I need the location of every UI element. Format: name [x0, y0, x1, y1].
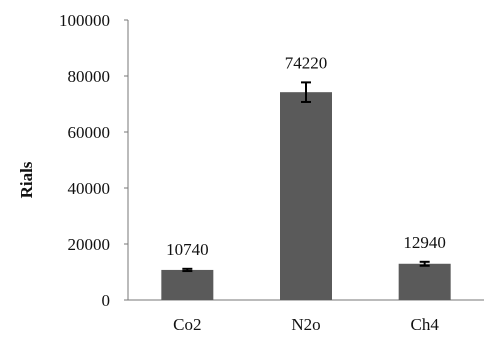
- y-tick-label: 100000: [59, 11, 110, 30]
- x-tick-label-n2o: N2o: [291, 315, 320, 334]
- data-label-co2: 10740: [166, 240, 209, 259]
- y-tick-label: 60000: [68, 123, 111, 142]
- y-tick-label: 40000: [68, 179, 111, 198]
- y-axis-label: Rials: [17, 161, 36, 198]
- y-axis-ticks: 0 20000 40000 60000 80000 100000: [59, 11, 128, 310]
- y-tick-label: 0: [102, 291, 111, 310]
- x-tick-label-ch4: Ch4: [410, 315, 439, 334]
- bar-n2o: [280, 92, 332, 301]
- bar-ch4: [398, 263, 451, 300]
- bars: [161, 92, 451, 301]
- y-tick-label: 20000: [68, 235, 111, 254]
- y-tick-label: 80000: [68, 67, 111, 86]
- x-tick-label-co2: Co2: [173, 315, 201, 334]
- data-label-n2o: 74220: [285, 53, 328, 72]
- data-label-ch4: 12940: [403, 233, 446, 252]
- error-bars: [182, 81, 430, 273]
- data-labels: 10740 74220 12940: [166, 53, 446, 258]
- x-axis-ticks: Co2 N2o Ch4: [173, 315, 439, 334]
- bar-co2: [161, 269, 214, 300]
